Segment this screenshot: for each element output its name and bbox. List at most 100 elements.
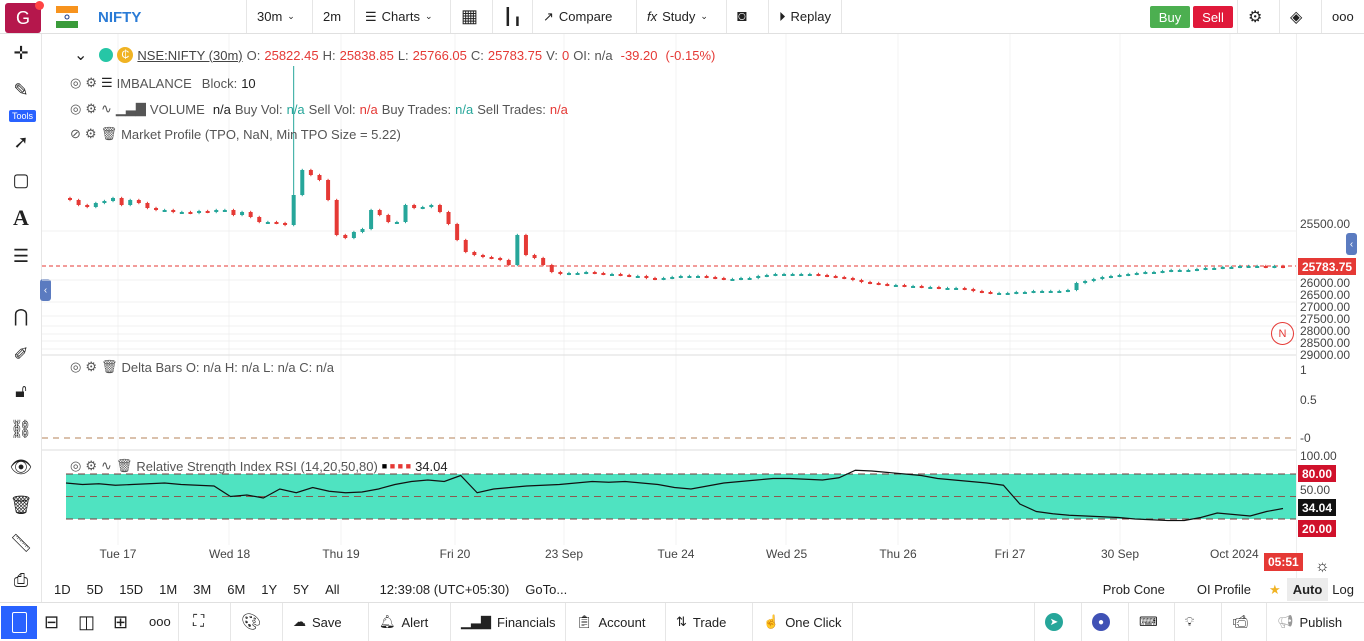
video-camera-icon: 📹︎ (1232, 614, 1249, 629)
crosshair-tool[interactable]: ✛ (8, 40, 34, 66)
trash-icon[interactable]: 🗑︎ (115, 458, 133, 473)
replay-button[interactable]: ⏵ Replay (768, 0, 842, 33)
publish-button[interactable]: 📢︎ Publish (1266, 603, 1352, 641)
sell-button[interactable]: Sell (1193, 6, 1233, 28)
ideas-button[interactable]: 💡︎ (1174, 603, 1204, 641)
account-button[interactable]: 📋︎ Account (565, 603, 656, 641)
layout-horizontal-button[interactable]: ⊟ (44, 612, 59, 633)
candle-body (979, 291, 984, 293)
gear-icon[interactable]: ⚙ (84, 126, 97, 141)
range-5d[interactable]: 5D (86, 582, 104, 597)
visibility-tool[interactable]: 👁︎ (8, 454, 34, 480)
gear-icon[interactable]: ⚙ (85, 101, 97, 116)
eye-icon[interactable]: ◎ (70, 458, 82, 473)
range-1y[interactable]: 1Y (261, 582, 278, 597)
theme-button[interactable]: 🎨︎ (230, 603, 271, 641)
keyboard-button[interactable]: ⌨ (1128, 603, 1168, 641)
video-button[interactable]: 📹︎ (1221, 603, 1259, 641)
cursor-tool[interactable]: ➚ (8, 129, 34, 155)
gear-icon[interactable]: ⚙ (85, 75, 97, 90)
time-tick: Fri 20 (439, 547, 471, 561)
telegram-button[interactable]: ➤ (1034, 603, 1073, 641)
gear-icon[interactable]: ⚙ (85, 359, 97, 374)
layers-button[interactable]: ◈ (1279, 0, 1312, 33)
pencil-tool[interactable]: ✎ (8, 77, 34, 103)
study-dropdown[interactable]: fx Study ⌄ (636, 0, 718, 33)
delete-tool[interactable]: 🗑︎ (8, 492, 34, 518)
alert-button[interactable]: 🔔︎ Alert (368, 603, 438, 641)
interval-dropdown[interactable]: 30m ⌄ (246, 0, 305, 33)
favorite-star-icon[interactable]: ★ (1269, 581, 1281, 597)
collapse-chevron-icon[interactable]: ⌄ (74, 47, 88, 64)
time-axis[interactable]: Tue 17 Wed 18 Thu 19 Fri 20 23 Sep Tue 24 Wed … (42, 545, 1296, 565)
link-tool[interactable]: ⛓ (8, 416, 34, 442)
fib-tool[interactable]: ☰ (8, 243, 34, 269)
layout-more-button[interactable]: ooo (149, 614, 171, 629)
candle-style-button[interactable]: ┃╻ (492, 0, 532, 33)
candle-body (76, 200, 81, 205)
buy-button[interactable]: Buy (1150, 6, 1190, 28)
range-3m[interactable]: 3M (193, 582, 212, 597)
user-avatar[interactable]: G (5, 1, 44, 33)
trash-icon[interactable]: 🗑︎ (100, 126, 118, 141)
interval-2m-button[interactable]: 2m (312, 0, 351, 33)
eye-icon[interactable]: ◎ (70, 75, 82, 90)
candle-body (1263, 266, 1268, 268)
eye-icon[interactable]: ◎ (70, 101, 82, 116)
range-1m[interactable]: 1M (159, 582, 178, 597)
symbol-name[interactable]: NIFTY (98, 9, 142, 26)
snapshot-button[interactable]: ◙ (726, 0, 757, 33)
candle-body (575, 273, 580, 275)
rectangle-tool[interactable]: ▢ (8, 167, 34, 193)
trash-icon[interactable]: 🗑︎ (101, 359, 118, 374)
measure-tool[interactable]: ✐ (8, 341, 34, 367)
eye-off-icon[interactable]: ⊘ (70, 126, 81, 141)
range-1d[interactable]: 1D (54, 582, 71, 597)
lock-tool[interactable]: 🔓︎ (8, 378, 34, 404)
rectangle-icon: ▢ (12, 169, 30, 190)
charts-dropdown[interactable]: ☰ Charts ⌄ (354, 0, 443, 33)
price-tick: 28500.00 (1300, 336, 1351, 350)
screenshot-tool[interactable]: ⎙ (8, 567, 34, 593)
chart-settings-button[interactable]: ☼ (1315, 558, 1330, 576)
magnet-tool[interactable]: ⋂ (8, 303, 34, 329)
right-panel-toggle[interactable]: ‹ (1346, 233, 1357, 255)
left-panel-toggle[interactable]: ‹ (40, 279, 51, 301)
rsi-lower-label: 20.00 (1298, 520, 1337, 537)
candle-body (747, 278, 752, 280)
range-6m[interactable]: 6M (227, 582, 246, 597)
one-click-button[interactable]: ☝ One Click (752, 603, 853, 641)
layout-button[interactable]: ▦ (450, 0, 488, 33)
trade-button[interactable]: ⇅ Trade (665, 603, 736, 641)
news-badge[interactable]: N (1271, 322, 1294, 345)
ruler-tool[interactable]: 📏︎ (8, 530, 34, 556)
save-button[interactable]: ☁ Save (282, 603, 352, 641)
auto-scale-button[interactable]: Auto (1286, 578, 1329, 601)
financials-button[interactable]: ▁▃▇ Financials (450, 603, 566, 641)
log-scale-button[interactable]: Log (1332, 582, 1354, 597)
candle-body (283, 223, 288, 225)
layout-grid-button[interactable]: ⊞ (113, 612, 128, 633)
layout-single-button[interactable] (1, 606, 37, 639)
settings-button[interactable]: ⚙ (1237, 0, 1272, 33)
discord-button[interactable]: ● (1081, 603, 1120, 641)
goto-button[interactable]: GoTo... (525, 582, 568, 597)
prob-cone-button[interactable]: Prob Cone (1102, 582, 1165, 597)
more-button[interactable]: ooo (1321, 0, 1364, 33)
fullscreen-button[interactable]: ⛶ (178, 603, 218, 641)
legend-symbol[interactable]: NSE:NIFTY (30m) (137, 47, 243, 63)
gear-icon[interactable]: ⚙ (85, 458, 97, 473)
eye-icon[interactable]: ◎ (70, 359, 82, 374)
candle-body (730, 279, 735, 281)
compare-button[interactable]: ↗ Compare (532, 0, 622, 33)
price-axis[interactable]: 25500.00 26000.00 26500.00 27000.00 2750… (1296, 34, 1364, 579)
range-5y[interactable]: 5Y (293, 582, 310, 597)
oi-profile-button[interactable]: OI Profile (1196, 582, 1252, 597)
chevron-down-icon: ⌄ (287, 11, 295, 21)
range-15d[interactable]: 15D (119, 582, 144, 597)
range-all[interactable]: All (325, 582, 340, 597)
layout-vertical-button[interactable]: ◫ (78, 612, 95, 633)
text-tool[interactable]: A (8, 205, 34, 231)
candle-body (429, 205, 434, 207)
